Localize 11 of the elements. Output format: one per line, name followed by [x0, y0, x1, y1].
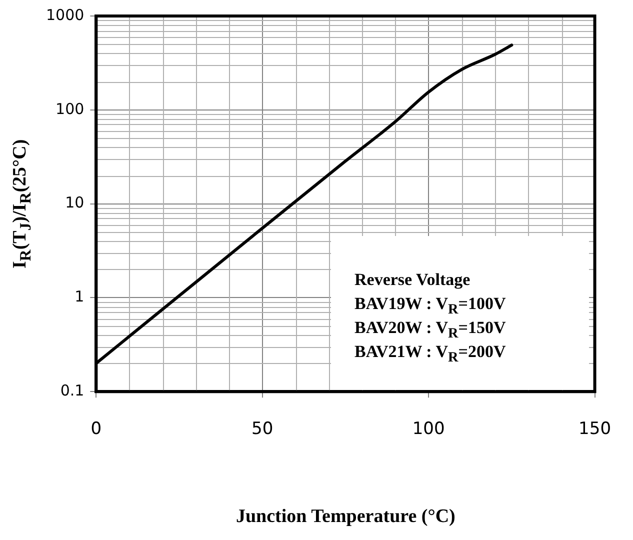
- x-tick-label: 100: [412, 419, 445, 440]
- x-tick-label: 150: [578, 419, 612, 440]
- x-axis-title: Junction Temperature (°C): [236, 506, 456, 528]
- y-tick-label: 10: [65, 194, 84, 212]
- note-box: Reverse Voltage BAV19W : V$_{R}$=100V BAV20W : V$_{R}$=150V BAV21W : V$_{R}$=200V: [330, 236, 589, 390]
- y-tick-label: 100: [56, 100, 84, 118]
- y-tick-label: 1: [74, 288, 84, 306]
- x-tick-label: 0: [90, 419, 102, 440]
- y-tick-label: 1000: [46, 6, 84, 24]
- y-tick-label: 0.1: [60, 381, 84, 400]
- x-tick-label: 50: [252, 419, 274, 440]
